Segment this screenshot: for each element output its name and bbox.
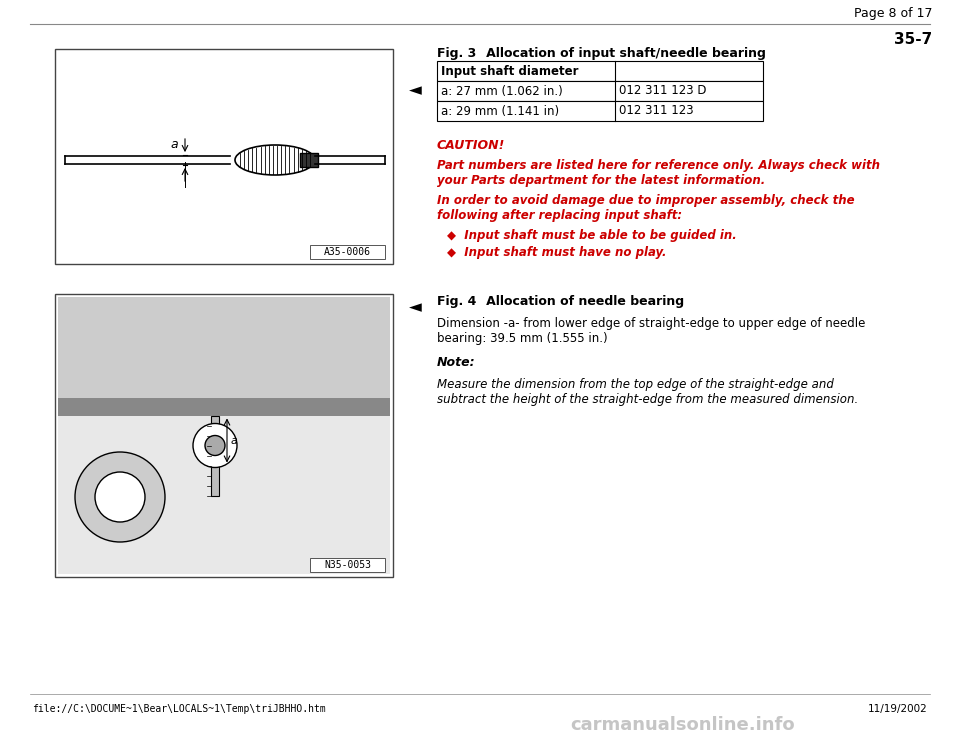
Text: your Parts department for the latest information.: your Parts department for the latest inf… (437, 174, 765, 187)
Text: following after replacing input shaft:: following after replacing input shaft: (437, 209, 683, 222)
Text: 11/19/2002: 11/19/2002 (868, 704, 928, 714)
Text: Note:: Note: (437, 356, 475, 369)
Text: a: 27 mm (1.062 in.): a: 27 mm (1.062 in.) (441, 85, 563, 97)
Ellipse shape (235, 145, 315, 175)
Text: Measure the dimension from the top edge of the straight-edge and: Measure the dimension from the top edge … (437, 378, 834, 391)
Text: N35-0053: N35-0053 (324, 560, 371, 570)
Text: a: a (231, 436, 238, 445)
Text: Fig. 4: Fig. 4 (437, 295, 476, 308)
Text: subtract the height of the straight-edge from the measured dimension.: subtract the height of the straight-edge… (437, 393, 858, 406)
Bar (437, 81, 763, 101)
Text: Allocation of input shaft/needle bearing: Allocation of input shaft/needle bearing (473, 47, 766, 60)
Text: a: 29 mm (1.141 in): a: 29 mm (1.141 in) (441, 105, 559, 117)
Text: ◄: ◄ (409, 81, 421, 99)
Text: Dimension -a- from lower edge of straight-edge to upper edge of needle: Dimension -a- from lower edge of straigh… (437, 317, 865, 330)
Text: 012 311 123: 012 311 123 (619, 105, 694, 117)
Circle shape (75, 452, 165, 542)
Text: carmanualsonline.info: carmanualsonline.info (570, 716, 795, 734)
Text: Input shaft diameter: Input shaft diameter (441, 65, 579, 77)
Bar (211, 416, 219, 496)
Bar (55, 49, 393, 264)
Text: ◆  Input shaft must have no play.: ◆ Input shaft must have no play. (447, 246, 666, 259)
Bar (55, 294, 393, 577)
Text: A35-0006: A35-0006 (324, 247, 371, 257)
Text: Page 8 of 17: Page 8 of 17 (853, 7, 932, 20)
Circle shape (95, 472, 145, 522)
Text: In order to avoid damage due to improper assembly, check the: In order to avoid damage due to improper… (437, 194, 854, 207)
Bar (437, 61, 763, 81)
Text: 012 311 123 D: 012 311 123 D (619, 85, 707, 97)
Text: Part numbers are listed here for reference only. Always check with: Part numbers are listed here for referen… (437, 159, 880, 172)
Bar (437, 101, 763, 121)
Circle shape (193, 424, 237, 467)
Text: a: a (170, 138, 178, 151)
Bar (310, 245, 385, 259)
Bar (58, 297, 390, 574)
Bar (300, 153, 318, 167)
Text: ◆  Input shaft must be able to be guided in.: ◆ Input shaft must be able to be guided … (447, 229, 736, 242)
Bar (310, 558, 385, 572)
Text: CAUTION!: CAUTION! (437, 139, 505, 152)
Bar (58, 398, 390, 416)
Bar (58, 297, 390, 398)
Text: bearing: 39.5 mm (1.555 in.): bearing: 39.5 mm (1.555 in.) (437, 332, 608, 345)
Text: Fig. 3: Fig. 3 (437, 47, 476, 60)
Text: file://C:\DOCUME~1\Bear\LOCALS~1\Temp\triJBHHO.htm: file://C:\DOCUME~1\Bear\LOCALS~1\Temp\tr… (32, 704, 325, 714)
Circle shape (205, 436, 225, 456)
Text: 35-7: 35-7 (894, 32, 932, 47)
Text: Allocation of needle bearing: Allocation of needle bearing (473, 295, 684, 308)
Text: ◄: ◄ (409, 298, 421, 316)
